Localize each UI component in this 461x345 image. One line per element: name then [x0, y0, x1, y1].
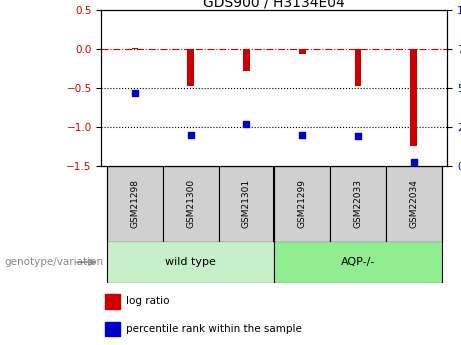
- Text: wild type: wild type: [165, 257, 216, 267]
- Text: GSM21301: GSM21301: [242, 179, 251, 228]
- Text: log ratio: log ratio: [125, 296, 169, 306]
- Bar: [274, 241, 442, 283]
- Bar: [330, 166, 386, 242]
- Point: [354, 134, 361, 139]
- Bar: [105, 322, 120, 336]
- Bar: [410, 49, 417, 146]
- Bar: [219, 166, 274, 242]
- Point: [243, 121, 250, 127]
- Bar: [107, 166, 163, 242]
- Bar: [355, 49, 361, 87]
- Bar: [187, 49, 194, 87]
- Point: [298, 132, 306, 137]
- Bar: [299, 49, 306, 54]
- Text: GSM22033: GSM22033: [354, 179, 362, 228]
- Point: [187, 132, 195, 137]
- Text: genotype/variation: genotype/variation: [5, 257, 104, 267]
- Bar: [131, 48, 138, 49]
- Point: [131, 90, 139, 96]
- Text: GSM21299: GSM21299: [298, 179, 307, 228]
- Text: AQP-/-: AQP-/-: [341, 257, 375, 267]
- Bar: [386, 166, 442, 242]
- Text: GSM21298: GSM21298: [130, 179, 139, 228]
- Text: percentile rank within the sample: percentile rank within the sample: [125, 324, 301, 334]
- Bar: [105, 294, 120, 309]
- Bar: [107, 241, 274, 283]
- Bar: [274, 166, 330, 242]
- Bar: [163, 166, 219, 242]
- Text: GSM22034: GSM22034: [409, 179, 418, 228]
- Point: [410, 160, 417, 165]
- Title: GDS900 / H3134E04: GDS900 / H3134E04: [203, 0, 345, 9]
- Text: GSM21300: GSM21300: [186, 179, 195, 228]
- Bar: [243, 49, 250, 71]
